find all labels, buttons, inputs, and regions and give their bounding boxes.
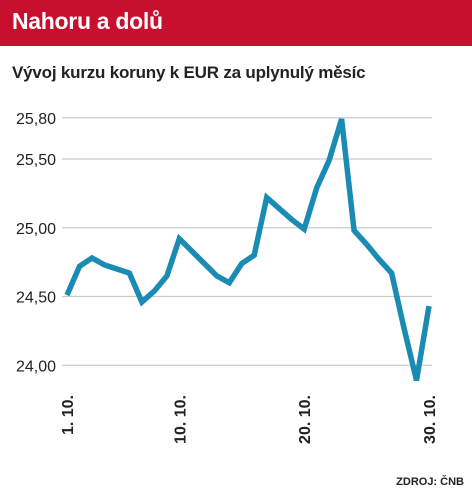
x-tick-label: 20. 10.: [297, 395, 314, 444]
y-tick-label: 24,50: [16, 290, 56, 307]
y-tick-label: 25,80: [16, 111, 56, 128]
chart-header-bar: Nahoru a dolů: [0, 0, 472, 46]
y-tick-label: 25,50: [16, 152, 56, 169]
chart-title: Nahoru a dolů: [12, 8, 163, 34]
y-tick-label: 24,00: [16, 358, 56, 375]
y-tick-label: 25,00: [16, 221, 56, 238]
x-tick-label: 1. 10.: [60, 395, 77, 435]
chart-subtitle: Vývoj kurzu koruny k EUR za uplynulý měs…: [12, 63, 366, 82]
x-tick-label: 10. 10.: [172, 395, 189, 444]
source-note: ZDROJ: ČNB: [396, 476, 464, 488]
series-line: [64, 118, 432, 382]
x-tick-label: 30. 10.: [422, 395, 439, 444]
